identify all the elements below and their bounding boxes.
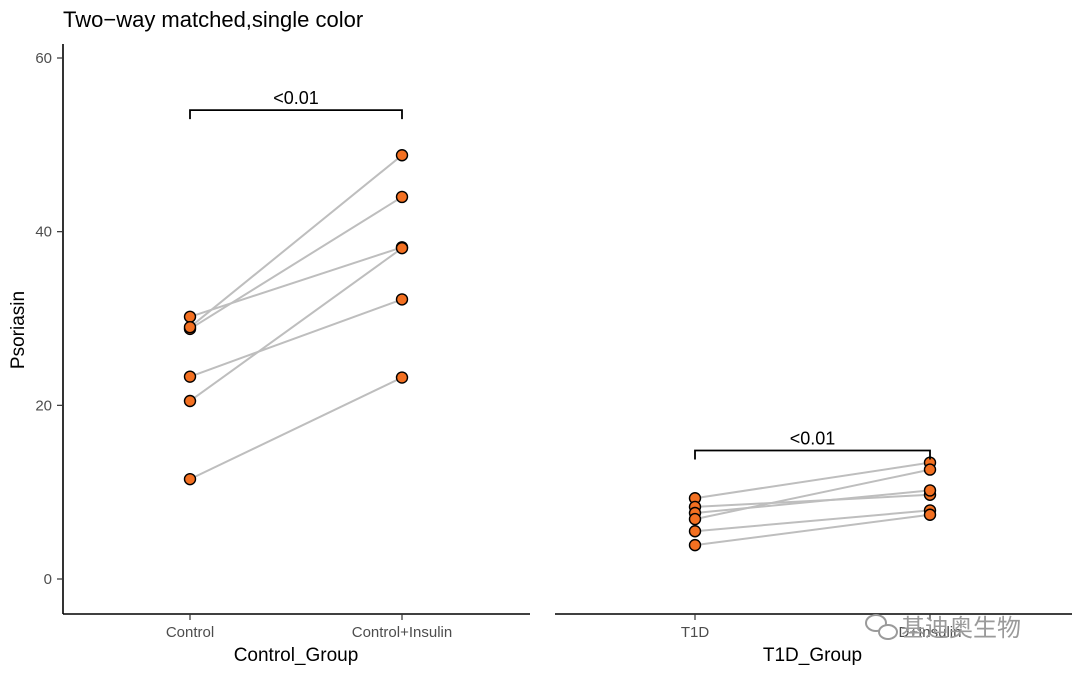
significance-label: <0.01 bbox=[273, 88, 319, 108]
chart-title: Two−way matched,single color bbox=[63, 7, 363, 32]
data-point bbox=[688, 512, 702, 526]
data-point bbox=[395, 190, 409, 204]
pair-line bbox=[189, 196, 403, 330]
pair-line bbox=[189, 154, 403, 328]
data-point bbox=[183, 310, 197, 323]
panel-1: Control Control+Insulin Control_Group <0.01 bbox=[63, 88, 530, 666]
data-point bbox=[395, 293, 409, 306]
data-point bbox=[183, 394, 197, 408]
data-point bbox=[688, 538, 702, 552]
panel-2: T1D D+Insulin T1D_Group <0.01 bbox=[555, 428, 1072, 666]
x-axis-title: T1D_Group bbox=[763, 645, 862, 666]
x-tick-label: D+Insulin bbox=[899, 624, 962, 641]
data-point bbox=[395, 241, 409, 255]
data-point bbox=[923, 508, 937, 521]
pair-line bbox=[189, 376, 403, 481]
data-point bbox=[395, 149, 409, 162]
wechat-icon bbox=[865, 614, 898, 640]
pair-line bbox=[694, 468, 931, 521]
watermark: 基迪奥生物 bbox=[865, 614, 1021, 642]
y-tick-label: 60 bbox=[35, 50, 52, 67]
data-point bbox=[923, 463, 937, 476]
y-tick-label: 40 bbox=[35, 224, 52, 241]
y-axis: 0 20 40 60 bbox=[35, 44, 64, 614]
pair-line bbox=[694, 513, 931, 547]
pair-line bbox=[189, 246, 403, 318]
pair-line bbox=[694, 509, 931, 533]
pair-line bbox=[694, 461, 931, 500]
y-axis-label: Psoriasin bbox=[8, 291, 29, 369]
chart-panels: Control Control+Insulin Control_Group <0.01… bbox=[63, 88, 1072, 666]
significance-bracket bbox=[189, 109, 403, 120]
significance-bracket bbox=[694, 449, 931, 460]
watermark-text: 基迪奥生物 bbox=[901, 615, 1021, 642]
y-tick-label: 0 bbox=[44, 571, 52, 588]
data-point bbox=[688, 525, 702, 538]
data-point bbox=[395, 371, 409, 384]
x-tick-label: Control+Insulin bbox=[352, 624, 452, 641]
data-point bbox=[183, 370, 197, 383]
data-point bbox=[923, 484, 937, 497]
pair-line bbox=[694, 489, 931, 515]
significance-label: <0.01 bbox=[790, 428, 836, 448]
x-tick-label: T1D bbox=[681, 624, 710, 641]
y-tick-label: 20 bbox=[35, 397, 52, 414]
x-tick-label: Control bbox=[166, 624, 214, 641]
data-point bbox=[183, 320, 197, 334]
x-axis-title: Control_Group bbox=[234, 645, 359, 666]
pair-line bbox=[189, 247, 403, 402]
pair-line bbox=[189, 298, 403, 378]
data-point bbox=[183, 472, 197, 486]
